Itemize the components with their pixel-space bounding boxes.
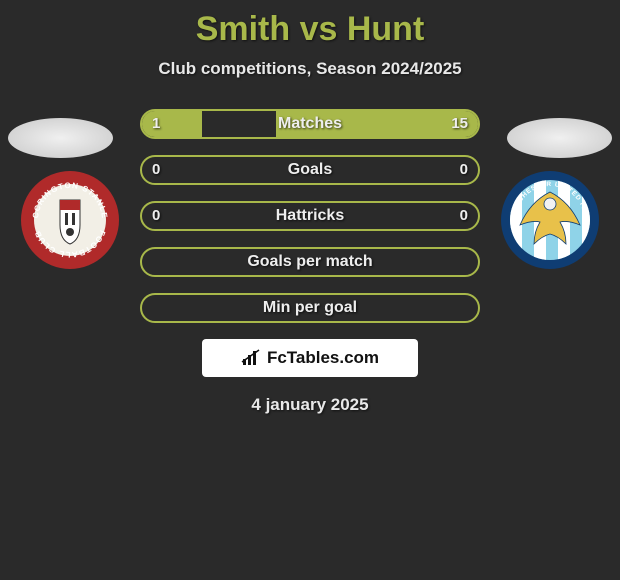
stat-value-right: 0 bbox=[460, 157, 468, 183]
stat-row-goals-per-match: Goals per match bbox=[140, 247, 480, 277]
stat-value-right: 0 bbox=[460, 203, 468, 229]
date-text: 4 january 2025 bbox=[0, 395, 620, 415]
player-photo-right bbox=[507, 118, 612, 158]
club-logo-left: ACCRINGTON STANLEY FOOTBALL CLUB bbox=[20, 170, 120, 270]
stat-label: Hattricks bbox=[142, 203, 478, 229]
stat-row-matches: 1 Matches 15 bbox=[140, 109, 480, 139]
page-title: Smith vs Hunt bbox=[0, 0, 620, 49]
watermark-text: FcTables.com bbox=[267, 348, 379, 368]
stat-label: Matches bbox=[142, 111, 478, 137]
stat-label: Goals per match bbox=[142, 249, 478, 275]
stat-row-goals: 0 Goals 0 bbox=[140, 155, 480, 185]
chart-icon bbox=[241, 349, 261, 367]
watermark: FcTables.com bbox=[202, 339, 418, 377]
stat-label: Goals bbox=[142, 157, 478, 183]
player-photo-left bbox=[8, 118, 113, 158]
subtitle: Club competitions, Season 2024/2025 bbox=[0, 59, 620, 79]
stats-container: 1 Matches 15 0 Goals 0 0 Hattricks 0 Goa… bbox=[140, 109, 480, 323]
stat-value-right: 15 bbox=[451, 111, 468, 137]
stat-label: Min per goal bbox=[142, 295, 478, 321]
stat-row-min-per-goal: Min per goal bbox=[140, 293, 480, 323]
stat-row-hattricks: 0 Hattricks 0 bbox=[140, 201, 480, 231]
club-logo-right: COLCHESTER UNITED F.C. bbox=[500, 170, 600, 270]
